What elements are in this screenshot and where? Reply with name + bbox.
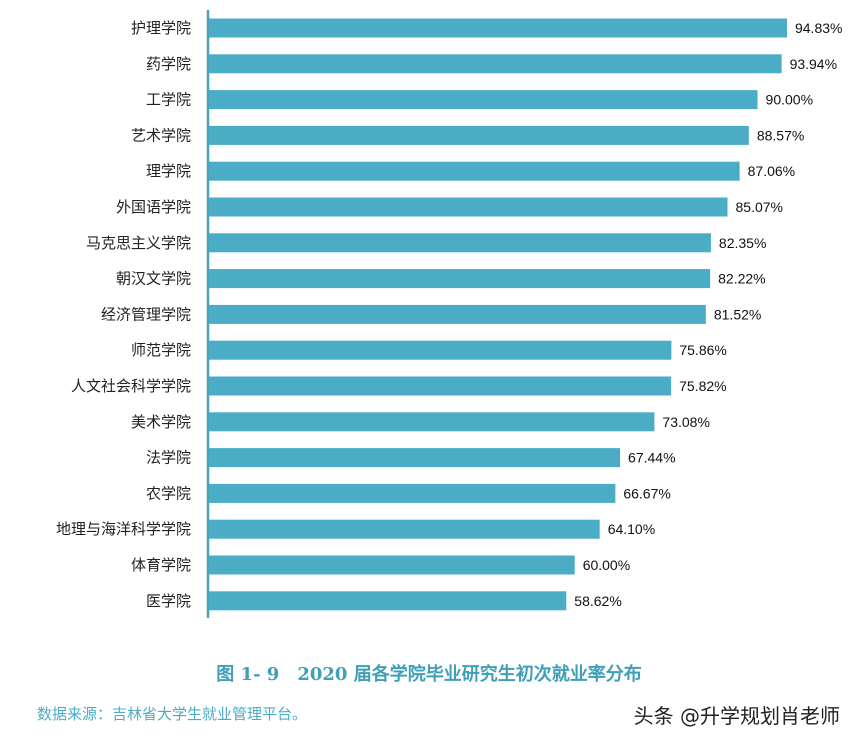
- watermark: 头条 @升学规划肖老师: [633, 704, 840, 728]
- bar: [209, 269, 711, 289]
- data-label: 90.00%: [766, 92, 813, 108]
- data-label: 58.62%: [574, 593, 621, 609]
- category-label: 朝汉文学院: [116, 270, 191, 288]
- category-label: 外国语学院: [116, 198, 191, 216]
- bar: [209, 448, 621, 468]
- category-label: 法学院: [146, 449, 191, 467]
- category-label: 医学院: [146, 592, 191, 610]
- bar: [209, 90, 758, 110]
- bar: [209, 340, 672, 360]
- category-label: 人文社会科学学院: [71, 377, 191, 395]
- data-label: 87.06%: [748, 163, 795, 179]
- bar: [209, 519, 600, 539]
- data-label: 75.86%: [679, 342, 726, 358]
- bar-chart: 护理学院 94.83% 药学院 93.94% 工学院 90.00% 艺术学院 88.57% 理学…: [56, 10, 842, 618]
- bar: [209, 197, 728, 217]
- data-label: 81.52%: [714, 306, 761, 322]
- category-label: 药学院: [146, 55, 191, 73]
- bar: [209, 376, 672, 396]
- data-label: 73.08%: [662, 414, 709, 430]
- data-label: 85.07%: [736, 199, 783, 215]
- bar: [209, 304, 706, 324]
- category-label: 工学院: [146, 91, 191, 109]
- category-label: 护理学院: [131, 19, 191, 37]
- bar: [209, 233, 711, 253]
- data-label: 67.44%: [628, 450, 675, 466]
- bar: [209, 412, 655, 432]
- bar: [209, 18, 787, 38]
- data-label: 82.35%: [719, 235, 766, 251]
- data-label: 94.83%: [795, 20, 842, 36]
- data-label: 82.22%: [718, 271, 765, 287]
- category-label: 艺术学院: [131, 126, 191, 144]
- bar: [209, 161, 740, 181]
- data-label: 75.82%: [679, 378, 726, 394]
- data-label: 60.00%: [583, 557, 630, 573]
- category-label: 地理与海洋科学学院: [56, 520, 191, 538]
- data-label: 66.67%: [623, 485, 670, 501]
- data-label: 88.57%: [757, 127, 804, 143]
- category-label: 农学院: [146, 484, 191, 502]
- category-label: 理学院: [146, 162, 191, 180]
- category-label: 师范学院: [131, 341, 191, 359]
- category-label: 马克思主义学院: [86, 234, 191, 252]
- category-label: 经济管理学院: [101, 305, 191, 323]
- bar: [209, 483, 616, 503]
- bar: [209, 591, 567, 611]
- chart-caption: 图 1- 9 2020 届各学院毕业研究生初次就业率分布: [216, 664, 642, 685]
- data-label: 64.10%: [608, 521, 655, 537]
- bar: [209, 555, 575, 575]
- data-source-note: 数据来源：吉林省大学生就业管理平台。: [37, 705, 308, 723]
- data-label: 93.94%: [790, 56, 837, 72]
- category-label: 体育学院: [131, 556, 191, 574]
- bar: [209, 125, 749, 145]
- category-label: 美术学院: [131, 413, 191, 431]
- bar: [209, 54, 782, 74]
